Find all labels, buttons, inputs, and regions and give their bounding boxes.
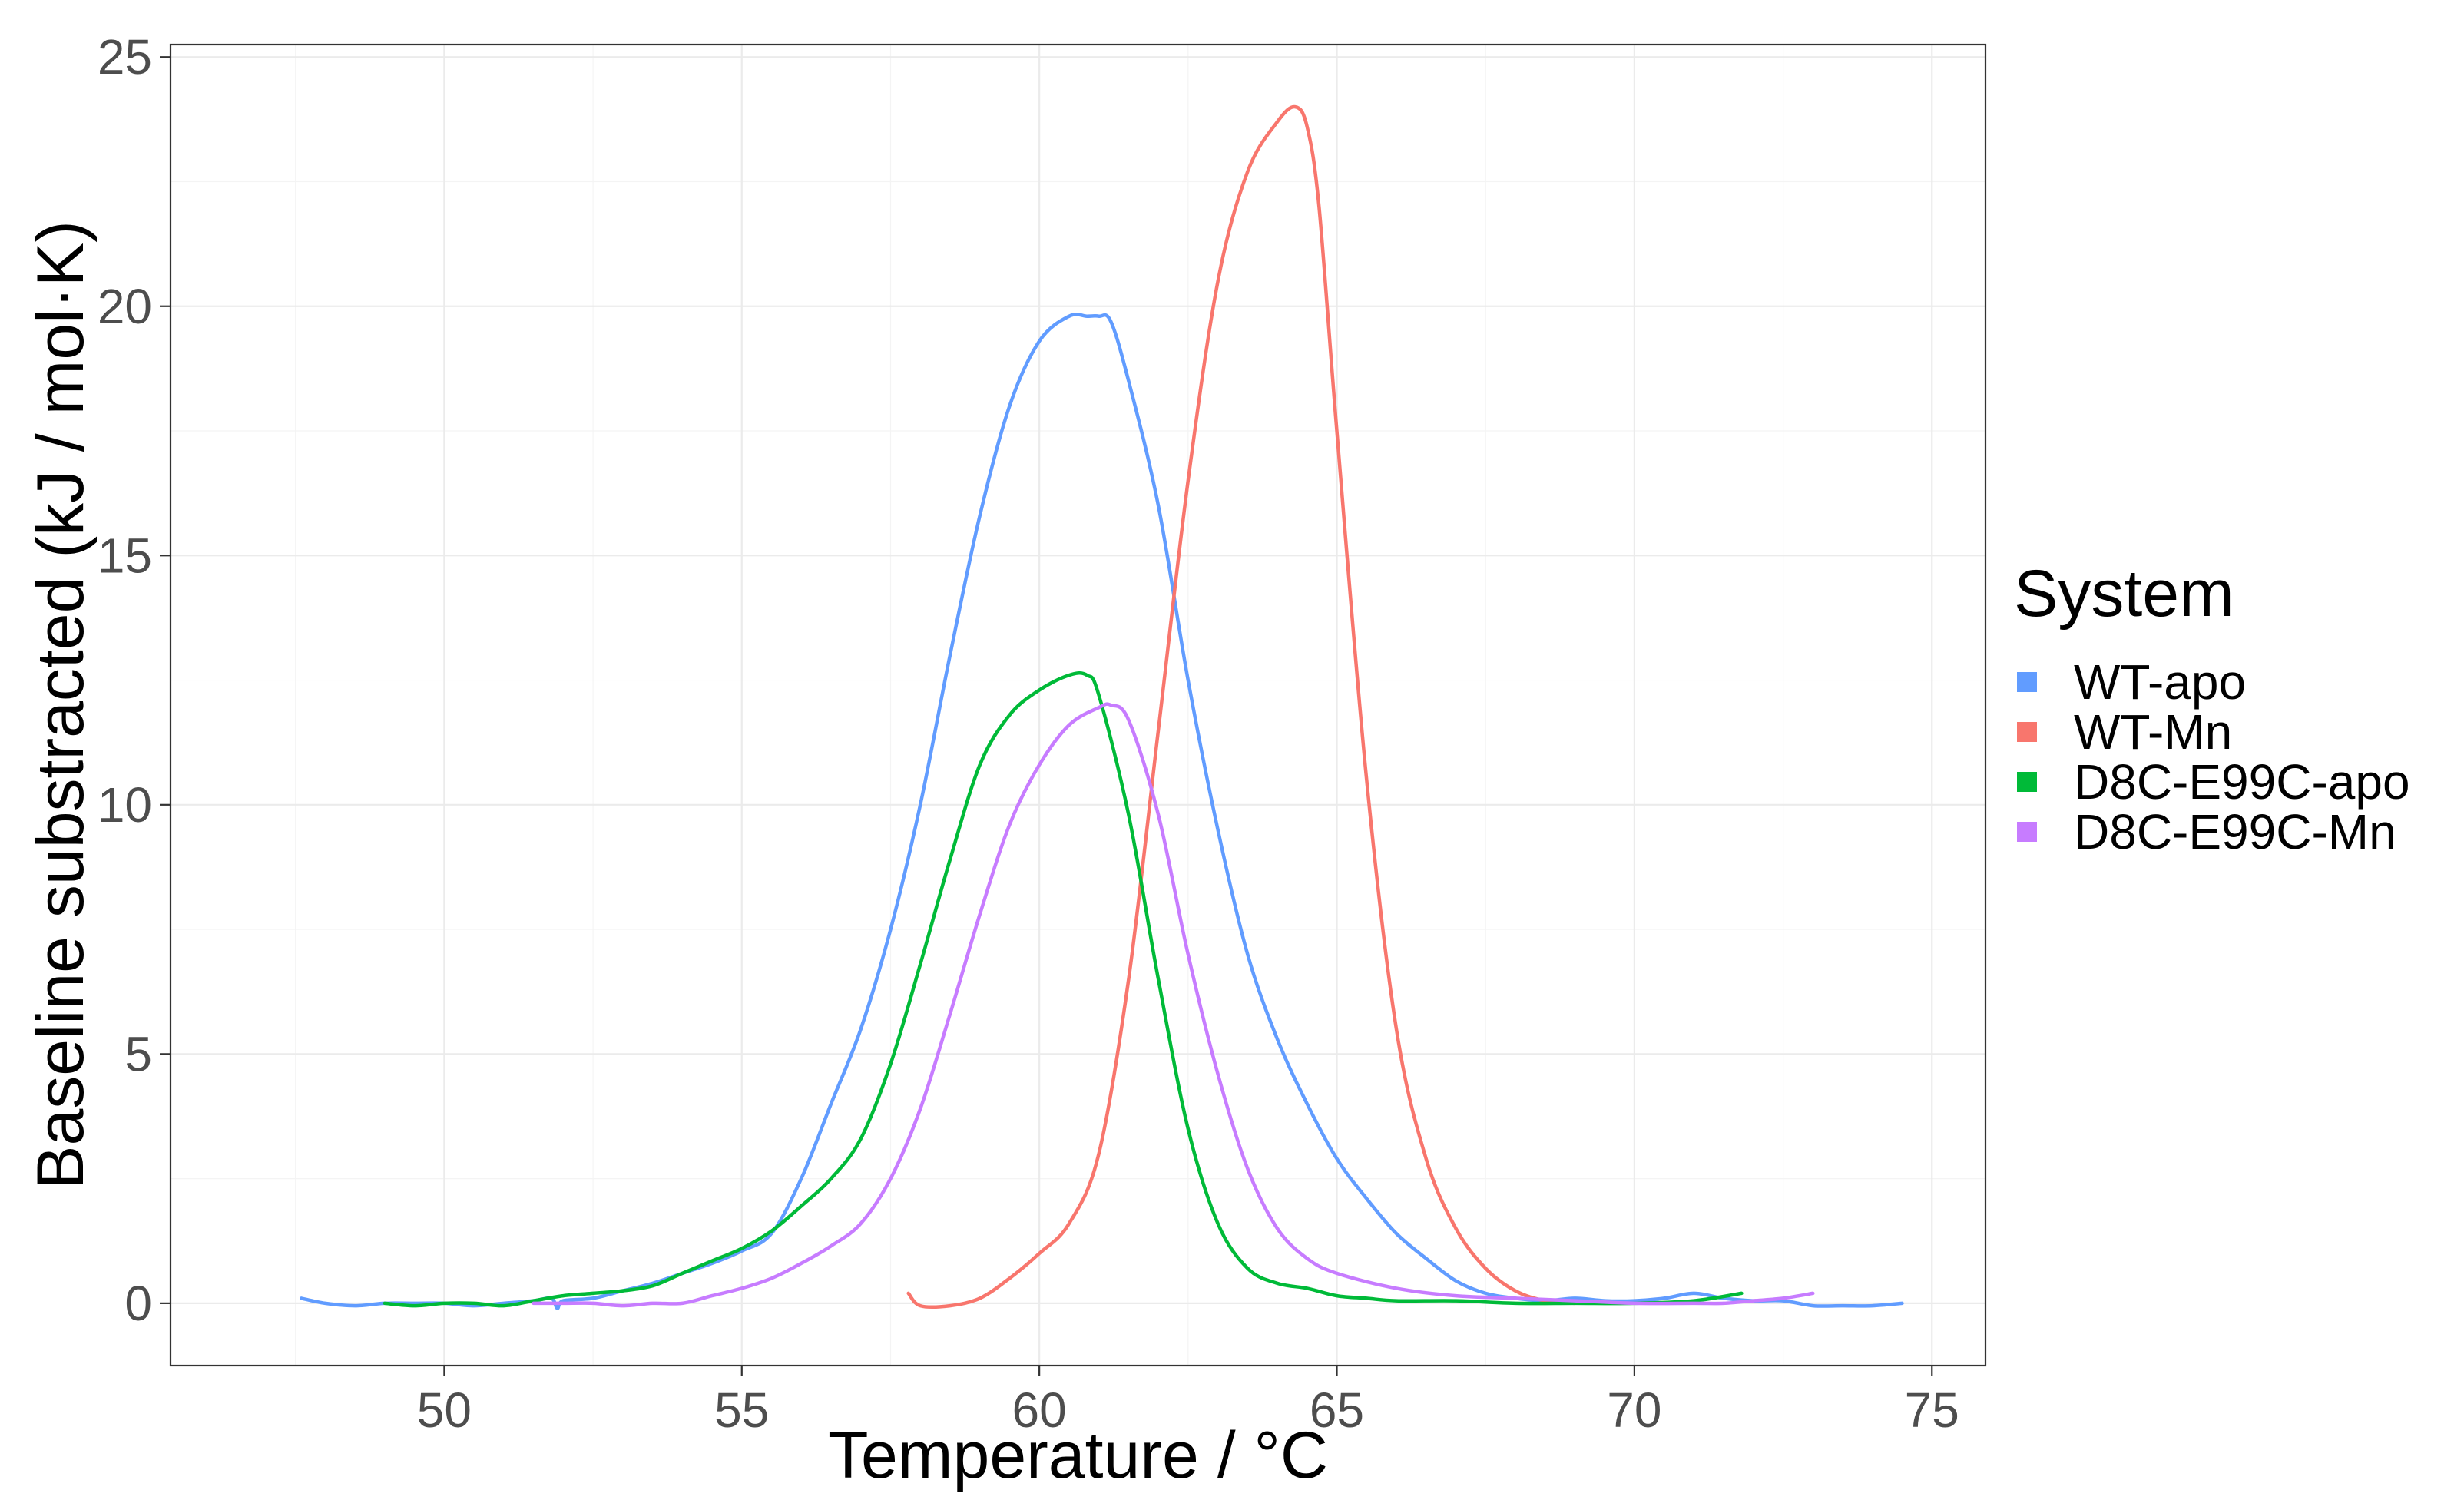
legend-label-wt-apo: WT-apo xyxy=(2074,654,2246,710)
x-tick-label: 75 xyxy=(1905,1382,1959,1438)
series-line-d8c-e99c-mn xyxy=(532,702,1815,1308)
y-tick-label: 15 xyxy=(98,528,152,583)
legend-label-d8c-e99c-mn: D8C-E99C-Mn xyxy=(2074,804,2396,859)
legend-key-d8c-e99c-mn xyxy=(2017,822,2037,842)
plot-panel-border xyxy=(169,43,1987,1367)
y-tick-label: 5 xyxy=(124,1026,152,1081)
x-axis: 50 55 60 65 70 75 xyxy=(417,1366,1959,1438)
x-tick-label: 50 xyxy=(417,1382,472,1438)
legend-title: System xyxy=(2014,557,2234,631)
x-tick-label: 60 xyxy=(1012,1382,1067,1438)
series-line-wt-apo xyxy=(300,313,1904,1310)
legend-label-d8c-e99c-apo: D8C-E99C-apo xyxy=(2074,754,2410,810)
y-tick-label: 0 xyxy=(124,1276,152,1331)
legend-key-wt-apo xyxy=(2017,672,2037,692)
y-tick-label: 25 xyxy=(98,29,152,84)
series-line-d8c-e99c-apo xyxy=(383,671,1744,1308)
series-layer xyxy=(300,104,1904,1310)
y-axis-title: Baseline substracted (kJ / mol·K) xyxy=(24,220,98,1190)
legend-label-wt-mn: WT-Mn xyxy=(2074,704,2232,760)
legend-key-wt-mn xyxy=(2017,722,2037,742)
minor-gridlines xyxy=(171,45,1985,1366)
series-line-wt-mn xyxy=(906,104,1577,1309)
y-tick-label: 10 xyxy=(98,777,152,833)
y-tick-label: 20 xyxy=(98,279,152,334)
x-tick-label: 65 xyxy=(1310,1382,1364,1438)
legend-key-d8c-e99c-apo xyxy=(2017,772,2037,792)
x-axis-title: Temperature / °C xyxy=(828,1419,1328,1492)
x-tick-label: 70 xyxy=(1607,1382,1661,1438)
x-tick-label: 55 xyxy=(714,1382,769,1438)
legend: System WT-apoWT-MnD8C-E99C-apoD8C-E99C-M… xyxy=(2014,557,2410,859)
y-axis: 0 5 10 15 20 25 xyxy=(98,29,171,1331)
major-gridlines xyxy=(171,45,1985,1366)
